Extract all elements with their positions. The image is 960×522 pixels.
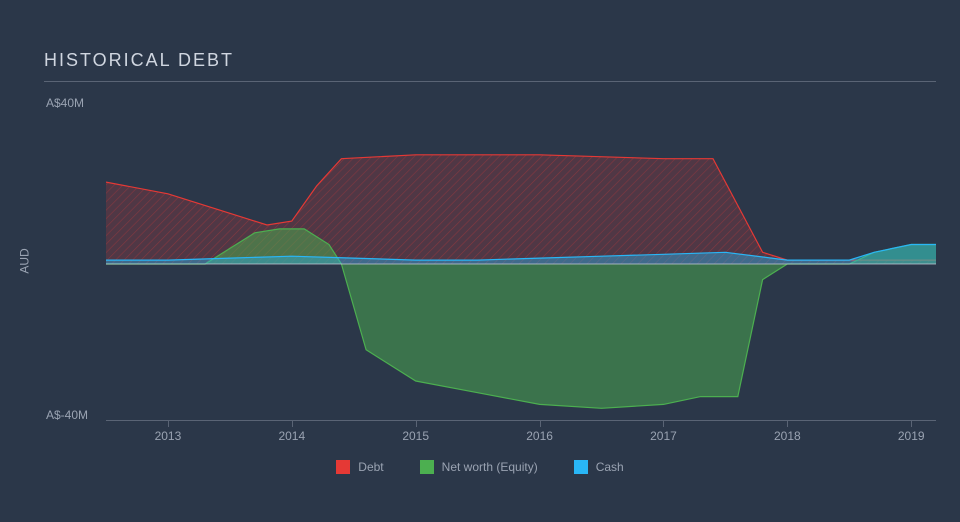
x-tick-label: 2019: [898, 429, 925, 443]
x-tick-label: 2017: [650, 429, 677, 443]
chart-title: HISTORICAL DEBT: [44, 50, 936, 71]
x-tick-mark: [787, 421, 788, 427]
y-axis-label: AUD: [18, 248, 32, 273]
legend-item-net-worth-equity-: Net worth (Equity): [420, 460, 538, 474]
legend-swatch: [336, 460, 350, 474]
legend-swatch: [574, 460, 588, 474]
x-tick-label: 2015: [402, 429, 429, 443]
x-tick-label: 2013: [155, 429, 182, 443]
x-tick-mark: [416, 421, 417, 427]
x-tick-mark: [663, 421, 664, 427]
legend-label: Cash: [596, 460, 624, 474]
legend-item-debt: Debt: [336, 460, 383, 474]
y-tick-bottom: A$-40M: [46, 408, 88, 422]
x-tick-label: 2018: [774, 429, 801, 443]
x-tick-mark: [168, 421, 169, 427]
chart-svg: [106, 108, 936, 420]
x-tick-mark: [540, 421, 541, 427]
y-tick-top: A$40M: [46, 96, 84, 110]
legend-label: Debt: [358, 460, 383, 474]
legend: Debt Net worth (Equity) Cash: [0, 460, 960, 474]
legend-swatch: [420, 460, 434, 474]
legend-item-cash: Cash: [574, 460, 624, 474]
x-tick-label: 2016: [526, 429, 553, 443]
chart-title-bar: HISTORICAL DEBT: [44, 50, 936, 82]
x-tick-label: 2014: [278, 429, 305, 443]
legend-label: Net worth (Equity): [442, 460, 538, 474]
x-axis: 2013201420152016201720182019: [106, 420, 936, 421]
chart-plot-area: [106, 108, 936, 420]
x-tick-mark: [911, 421, 912, 427]
x-tick-mark: [292, 421, 293, 427]
